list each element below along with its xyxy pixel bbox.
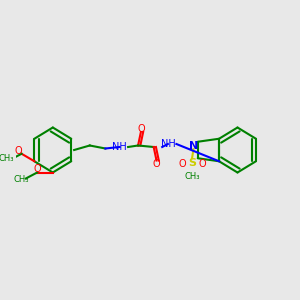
Text: N: N <box>189 141 198 151</box>
Text: S: S <box>188 158 196 168</box>
Text: O: O <box>153 159 160 170</box>
Text: NH: NH <box>160 139 175 149</box>
Text: O: O <box>137 124 145 134</box>
Text: O: O <box>33 164 41 174</box>
Text: O: O <box>15 146 22 156</box>
Text: CH₃: CH₃ <box>14 175 29 184</box>
Text: NH: NH <box>112 142 127 152</box>
Text: O: O <box>198 159 206 169</box>
Text: CH₃: CH₃ <box>0 154 14 163</box>
Text: O: O <box>178 159 186 169</box>
Text: CH₃: CH₃ <box>184 172 200 181</box>
